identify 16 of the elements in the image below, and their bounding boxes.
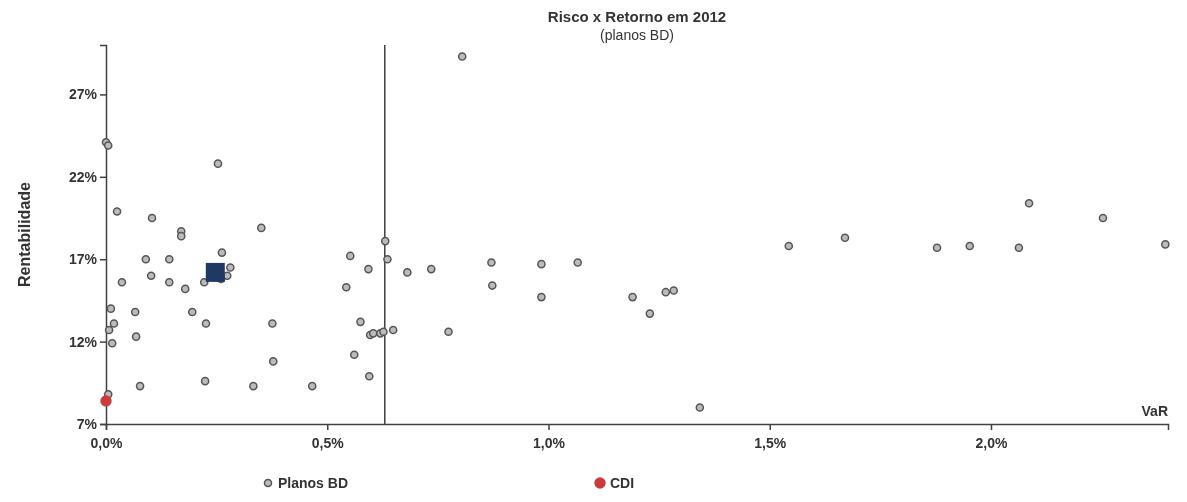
x-tick-label: 1,5% — [754, 435, 787, 452]
x-tick-label: 0,0% — [90, 435, 123, 452]
legend-label: Planos BD — [278, 475, 349, 491]
x-axis-title: VaR — [1141, 403, 1168, 419]
x-tick-label: 2,0% — [975, 435, 1008, 452]
legend-label: CDI — [610, 475, 635, 491]
y-axis-title: Rentabilidade — [16, 181, 33, 287]
y-tick-label: 27% — [68, 86, 98, 103]
x-tick-label: 0,5% — [311, 435, 345, 452]
x-tick-label: 1,0% — [533, 435, 566, 452]
y-tick-label: 22% — [68, 168, 98, 185]
y-tick-label: 12% — [68, 333, 98, 350]
y-tick-label: 17% — [68, 251, 98, 268]
chart-subtitle: (planos BD) — [600, 27, 674, 43]
chart-title: Risco x Retorno em 2012 — [547, 8, 727, 25]
y-tick-label: 7% — [76, 415, 98, 432]
